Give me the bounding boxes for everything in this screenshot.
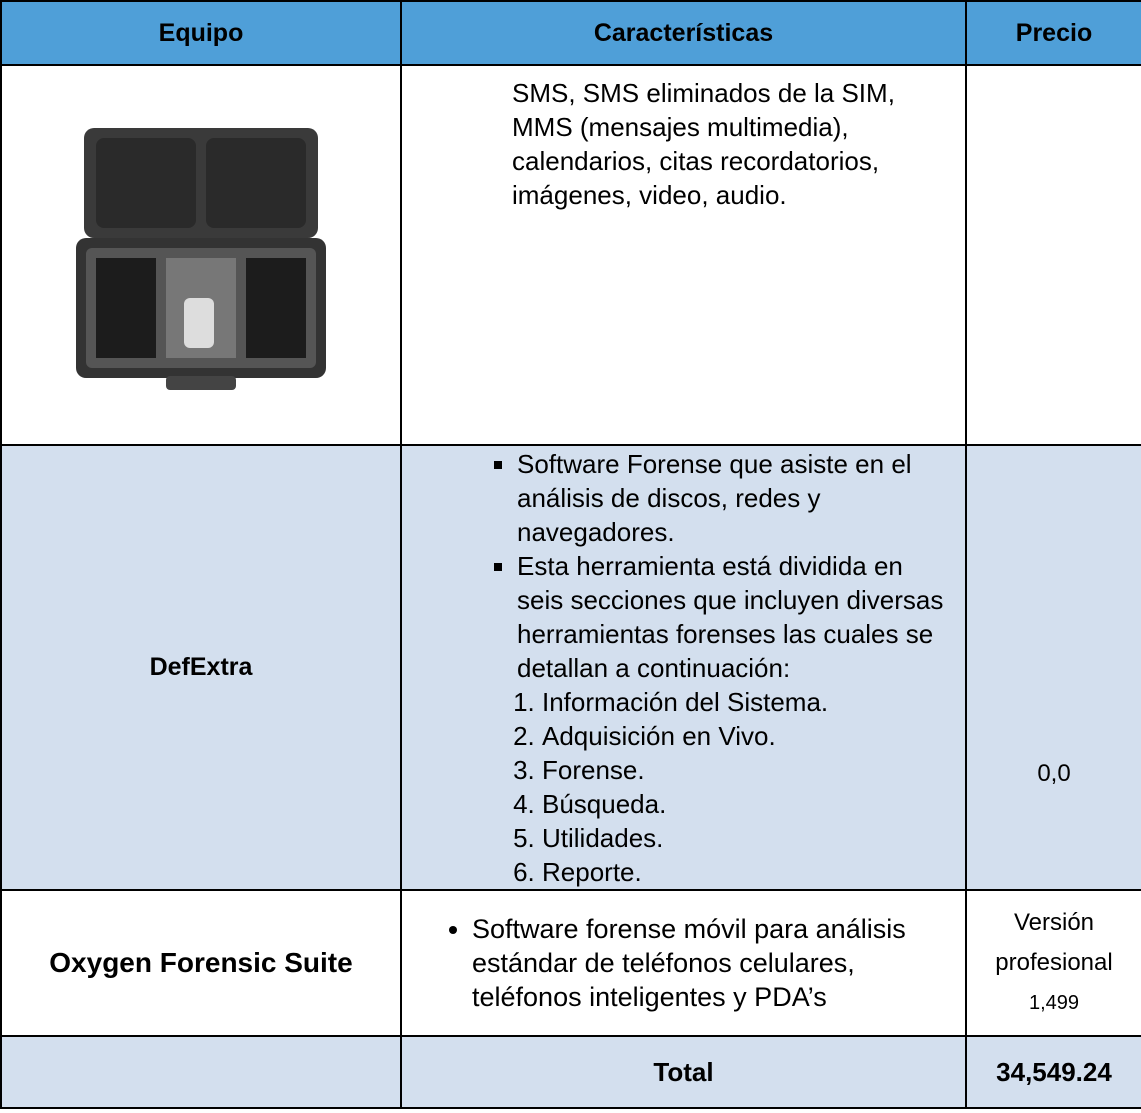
numbered-item: Adquisición en Vivo. — [542, 719, 950, 753]
price-cell: 0,0 — [965, 444, 1141, 891]
empty-cell — [0, 1035, 402, 1109]
numbered-item: Búsqueda. — [542, 787, 950, 821]
row: DefExtra Software Forense que asiste en … — [0, 444, 1141, 891]
numbered-item: Reporte. — [542, 855, 950, 889]
numbered-item: Forense. — [542, 753, 950, 787]
total-label: Total — [400, 1035, 967, 1109]
total-value: 34,549.24 — [965, 1035, 1141, 1109]
features-cell: Software forense móvil para análisis est… — [400, 889, 967, 1037]
price-cell: Versión profesional 1,499 — [965, 889, 1141, 1037]
header-cell: Características — [400, 0, 967, 66]
header-cell: Equipo — [0, 0, 402, 66]
bullet-item: Software forense móvil para análisis est… — [472, 912, 955, 1014]
numbered-item: Utilidades. — [542, 821, 950, 855]
row: Oxygen Forensic Suite Software forense m… — [0, 889, 1141, 1037]
device-image — [76, 127, 326, 390]
description-cell: SMS, SMS eliminados de la SIM, MMS (mens… — [400, 64, 967, 446]
bullet-list: Software Forense que asiste en el anális… — [402, 447, 950, 685]
price-cell — [965, 64, 1141, 446]
bullet-item: Software Forense que asiste en el anális… — [517, 447, 950, 549]
header-row: Equipo Características Precio — [0, 0, 1141, 66]
name-cell: DefExtra — [0, 444, 402, 891]
total-row: Total 34,549.24 — [0, 1035, 1141, 1109]
price-label: Versión profesional — [995, 909, 1113, 976]
bullet-list: Software forense móvil para análisis est… — [402, 912, 955, 1014]
price: 1,499 — [1028, 992, 1080, 1014]
header-cell: Precio — [965, 0, 1141, 66]
numbered-list: Información del Sistema.Adquisición en V… — [402, 685, 950, 889]
row: SMS, SMS eliminados de la SIM, MMS (mens… — [0, 64, 1141, 446]
features-cell: Software Forense que asiste en el anális… — [400, 444, 967, 891]
name-cell: Oxygen Forensic Suite — [0, 889, 402, 1037]
numbered-item: Información del Sistema. — [542, 685, 950, 719]
bullet-item: Esta herramienta está dividida en seis s… — [517, 549, 950, 685]
image-cell — [0, 64, 402, 446]
description: SMS, SMS eliminados de la SIM, MMS (mens… — [512, 78, 895, 210]
